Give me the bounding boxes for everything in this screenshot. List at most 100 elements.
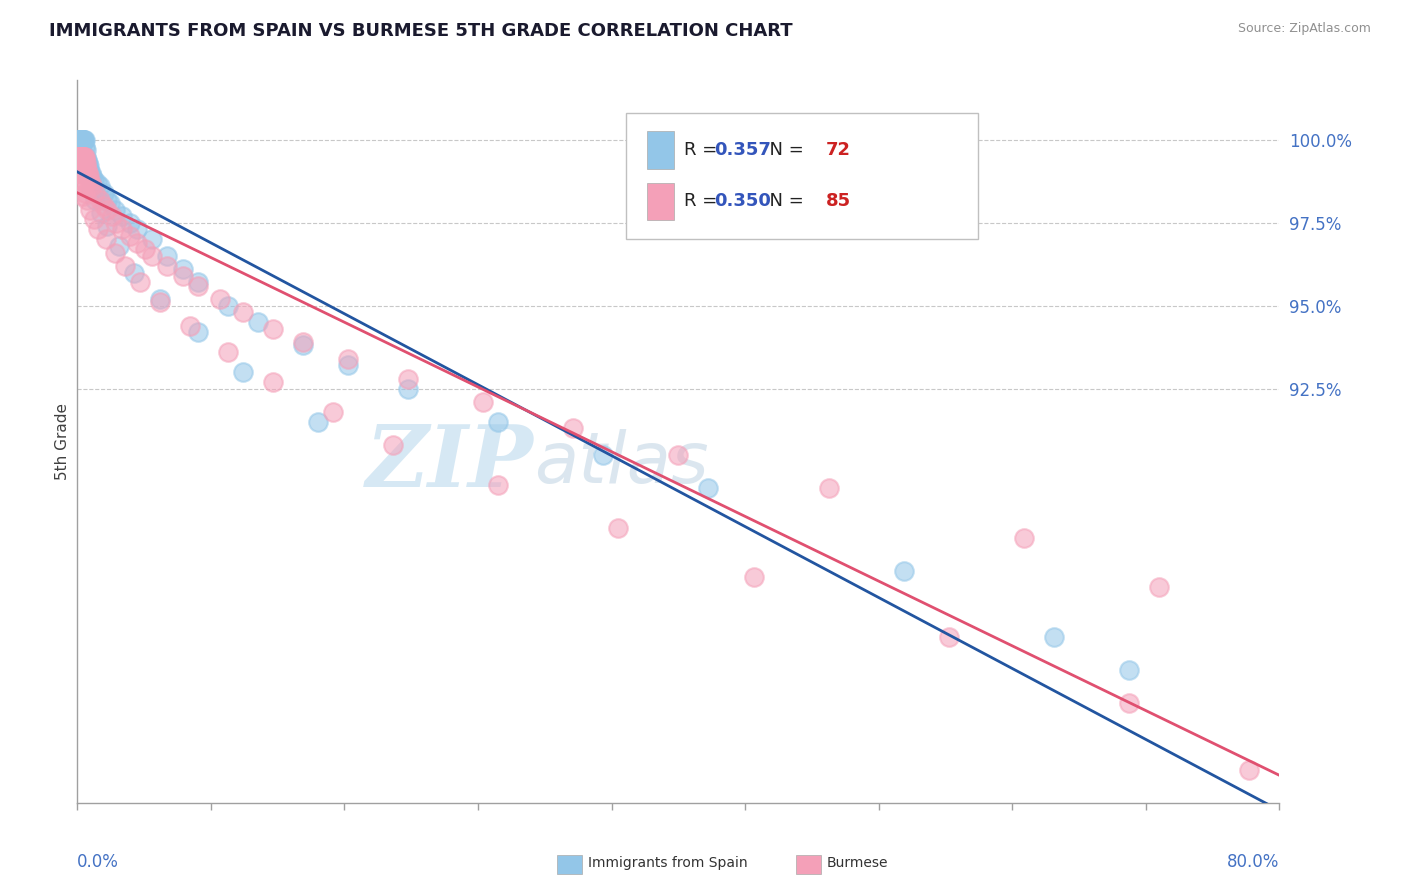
- Point: [172, 262, 194, 277]
- Point: [83, 172, 105, 186]
- Point: [96, 219, 118, 233]
- Point: [84, 193, 107, 207]
- Point: [94, 232, 117, 246]
- Point: [75, 186, 97, 200]
- Point: [76, 166, 98, 180]
- Text: 0.350: 0.350: [714, 193, 772, 211]
- Point: [149, 295, 172, 310]
- Point: [70, 133, 93, 147]
- Point: [70, 166, 93, 180]
- Point: [186, 278, 209, 293]
- Point: [607, 521, 630, 535]
- Text: 85: 85: [825, 193, 851, 211]
- Point: [67, 149, 90, 163]
- Point: [817, 481, 839, 495]
- Point: [83, 212, 105, 227]
- Point: [96, 202, 118, 217]
- Point: [1118, 663, 1140, 677]
- Point: [100, 195, 122, 210]
- Point: [67, 133, 90, 147]
- Point: [291, 338, 314, 352]
- Point: [141, 249, 163, 263]
- Point: [592, 448, 614, 462]
- Point: [76, 153, 98, 167]
- Point: [75, 143, 97, 157]
- Point: [80, 176, 103, 190]
- Point: [111, 222, 134, 236]
- Point: [105, 216, 128, 230]
- Point: [80, 166, 103, 180]
- Point: [124, 266, 146, 280]
- Point: [70, 133, 93, 147]
- Text: atlas: atlas: [534, 429, 709, 498]
- Point: [73, 139, 96, 153]
- Point: [149, 292, 172, 306]
- Text: IMMIGRANTS FROM SPAIN VS BURMESE 5TH GRADE CORRELATION CHART: IMMIGRANTS FROM SPAIN VS BURMESE 5TH GRA…: [49, 22, 793, 40]
- Point: [73, 149, 96, 163]
- Point: [87, 222, 110, 236]
- Point: [1118, 697, 1140, 711]
- Point: [104, 202, 127, 217]
- Point: [209, 292, 232, 306]
- Point: [96, 193, 118, 207]
- Point: [172, 268, 194, 283]
- Text: ZIP: ZIP: [367, 421, 534, 505]
- Text: Burmese: Burmese: [827, 856, 889, 871]
- Point: [72, 133, 94, 147]
- Point: [307, 415, 329, 429]
- Point: [79, 172, 101, 186]
- Point: [381, 438, 404, 452]
- Point: [69, 149, 91, 163]
- Y-axis label: 5th Grade: 5th Grade: [55, 403, 70, 480]
- Point: [118, 229, 141, 244]
- Point: [69, 133, 91, 147]
- Point: [72, 133, 94, 147]
- Point: [86, 176, 108, 190]
- Point: [67, 133, 90, 147]
- Point: [262, 322, 284, 336]
- Point: [76, 169, 98, 184]
- Point: [72, 133, 94, 147]
- Point: [118, 216, 141, 230]
- Point: [73, 160, 96, 174]
- Point: [89, 179, 111, 194]
- Point: [72, 172, 94, 186]
- Point: [67, 133, 90, 147]
- Point: [67, 149, 90, 163]
- Point: [186, 276, 209, 290]
- Text: R =: R =: [685, 141, 723, 159]
- Point: [697, 481, 720, 495]
- Point: [69, 166, 91, 180]
- Point: [246, 315, 269, 329]
- Text: N =: N =: [758, 193, 810, 211]
- Point: [67, 133, 90, 147]
- Point: [69, 149, 91, 163]
- Text: Source: ZipAtlas.com: Source: ZipAtlas.com: [1237, 22, 1371, 36]
- Text: 72: 72: [825, 141, 851, 159]
- Point: [72, 179, 94, 194]
- Point: [79, 202, 101, 217]
- Point: [84, 186, 107, 200]
- Point: [70, 133, 93, 147]
- Point: [396, 382, 419, 396]
- Point: [72, 189, 94, 203]
- Point: [70, 133, 93, 147]
- Point: [486, 477, 509, 491]
- Text: Immigrants from Spain: Immigrants from Spain: [588, 856, 748, 871]
- Point: [69, 133, 91, 147]
- Point: [75, 160, 97, 174]
- Point: [76, 193, 98, 207]
- Point: [127, 235, 149, 250]
- Point: [69, 149, 91, 163]
- Point: [70, 149, 93, 163]
- Point: [69, 133, 91, 147]
- Point: [1012, 531, 1035, 545]
- Point: [93, 199, 115, 213]
- Point: [141, 232, 163, 246]
- Point: [69, 133, 91, 147]
- Point: [67, 133, 90, 147]
- Point: [69, 176, 91, 190]
- Point: [336, 351, 359, 366]
- Point: [232, 365, 254, 379]
- Point: [73, 149, 96, 163]
